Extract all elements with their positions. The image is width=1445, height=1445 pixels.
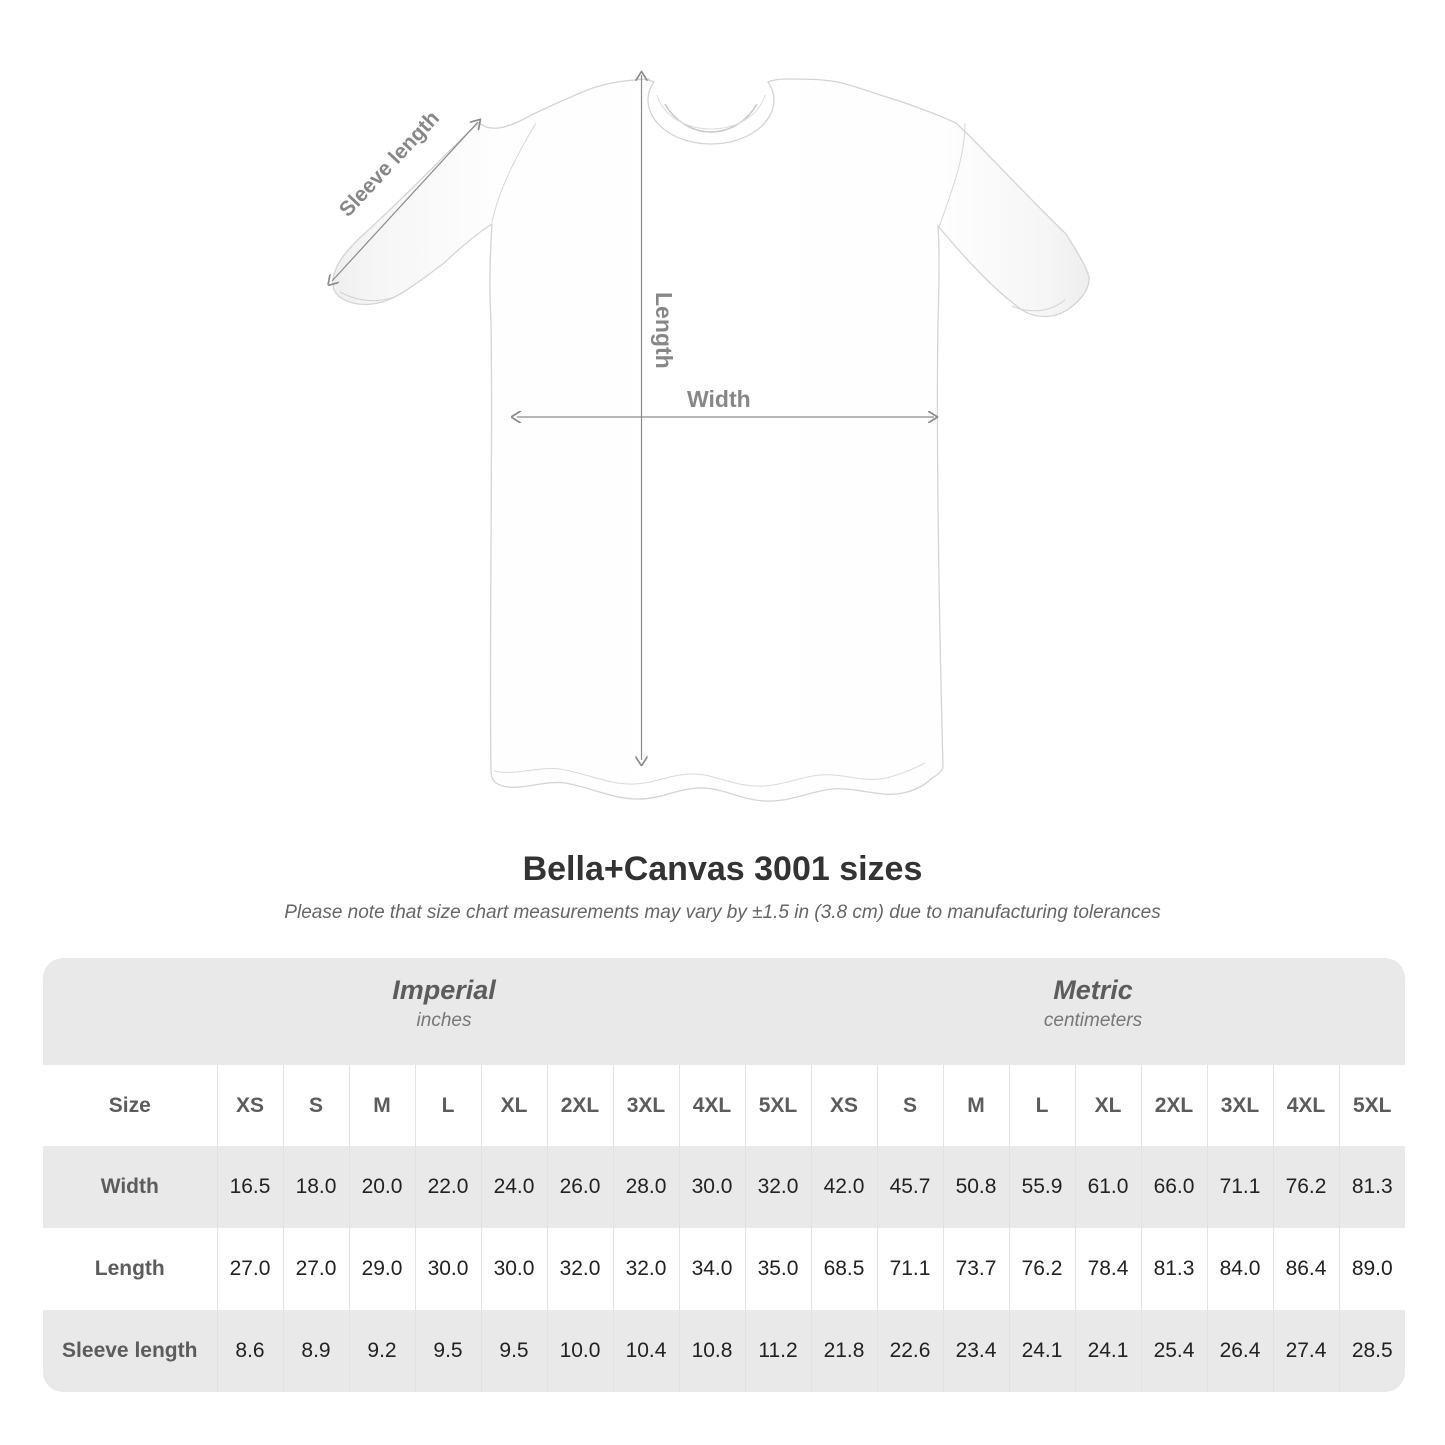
svg-text:Length: Length xyxy=(651,292,677,369)
svg-text:Width: Width xyxy=(687,386,751,412)
